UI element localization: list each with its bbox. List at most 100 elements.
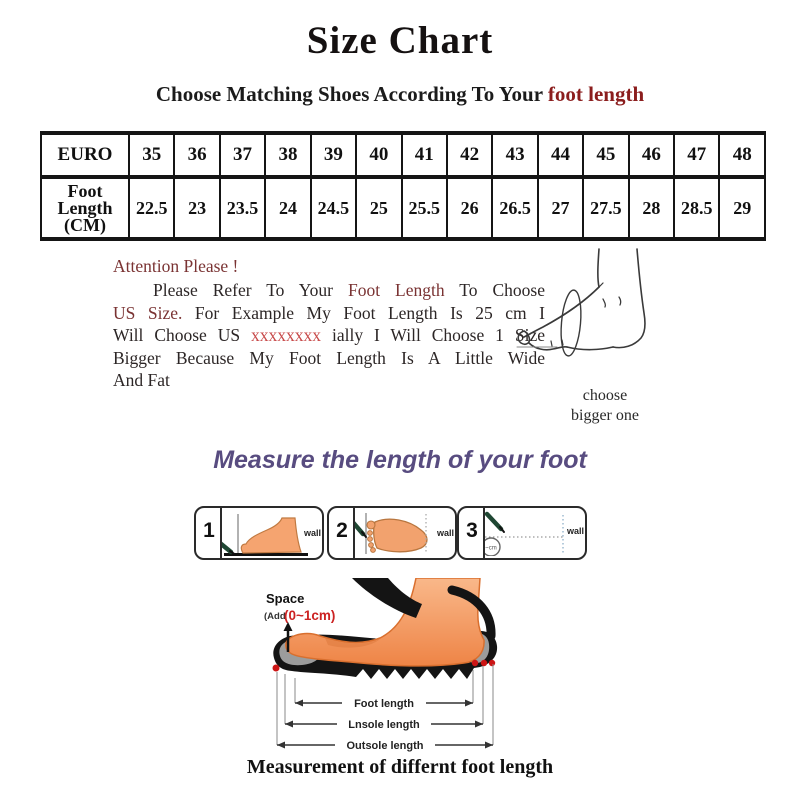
- toe: [367, 530, 373, 536]
- size-value-cell: 47: [673, 131, 721, 179]
- attention-line: Will Choose US xxxxxxxx ially I Will Cho…: [113, 324, 545, 346]
- size-value-cell: 23.5: [218, 175, 267, 241]
- page-title: Size Chart: [306, 19, 494, 62]
- size-value-cell: 29: [718, 175, 766, 241]
- step-number: 2: [336, 519, 348, 542]
- attention-paragraph: Please Refer To Your Foot Length To Choo…: [113, 279, 545, 391]
- subtitle-highlight: foot length: [547, 82, 645, 106]
- size-value-cell: 24: [264, 175, 312, 241]
- size-value-cell: 27: [536, 175, 585, 241]
- attention-line: Please Refer To Your Foot Length To Choo…: [113, 279, 545, 301]
- foot-girth-sketch: [516, 248, 646, 357]
- sketch-instep-line-2: [546, 282, 604, 326]
- sketch-big-toe: [517, 330, 531, 345]
- wall-label: wall: [303, 528, 321, 538]
- pencil: [222, 541, 234, 555]
- size-value-cell: 41: [400, 131, 448, 179]
- attention-text-segment: Bigger Because My Foot Length Is A Littl…: [113, 347, 545, 368]
- measure-step-panel-3: 3 ~cm wall: [457, 506, 587, 560]
- foot-shading: [325, 638, 380, 648]
- pencil: [355, 521, 366, 537]
- dimension-guide-lines: [276, 664, 494, 745]
- sketch-ankle-marks: [602, 296, 622, 308]
- sketch-caption-line2: bigger one: [571, 407, 639, 424]
- size-value-cell: 36: [173, 131, 221, 179]
- space-label: Space: [266, 591, 304, 606]
- size-value-cell: 38: [264, 131, 312, 179]
- subtitle-prefix: Choose Matching Shoes According To Your: [155, 82, 548, 106]
- length-callout-circle: [485, 537, 501, 556]
- size-value-cell: 39: [309, 131, 358, 179]
- toe-marker-dot: [272, 664, 280, 672]
- size-value-cell: 28: [627, 175, 676, 241]
- attention-line: Bigger Because My Foot Length Is A Littl…: [113, 347, 545, 369]
- size-value-cell: 25: [355, 175, 403, 241]
- attention-text-segment: And Fat: [113, 370, 170, 391]
- size-table: EURO 35 36 37 38 39 40 41 42 43 44 45 46 47 48 Foot L…: [40, 131, 766, 241]
- attention-text-segment: xxxxxxxx: [251, 325, 322, 346]
- size-value-cell: 28.5: [673, 175, 721, 241]
- panel-divider: [483, 508, 485, 558]
- sketch-sole-line: [566, 346, 614, 351]
- size-value-cell: 42: [445, 131, 494, 179]
- pencil-tip: [361, 531, 367, 538]
- step-number: 1: [203, 519, 215, 542]
- foot-measurement-diagram: Space (Add (0~1cm) Foot length Lnsole le…: [264, 578, 498, 752]
- size-value-cell: 37: [218, 131, 267, 179]
- front-strap: [352, 578, 422, 618]
- euro-header-cell: EURO: [40, 131, 130, 179]
- attention-text-segment: To Choose: [444, 280, 545, 301]
- attention-text-segment: Foot Length: [347, 280, 445, 301]
- toe: [367, 536, 373, 542]
- space-arrow-head: [283, 622, 293, 631]
- attention-text-segment: For Example My Foot Length Is 25 cm I: [182, 302, 546, 323]
- toe: [370, 547, 376, 553]
- size-value-cell: 35: [127, 131, 176, 179]
- measure-step-panel-2: 2 wall: [327, 506, 457, 560]
- attention-text-segment: ially I Will Choose 1 Size: [321, 325, 545, 346]
- attention-line: US Size. For Example My Foot Length Is 2…: [113, 302, 545, 324]
- attention-text-segment: US Size.: [113, 302, 183, 323]
- size-value-cell: 26.5: [491, 175, 539, 241]
- pencil-tip: [229, 550, 236, 556]
- sketch-shin-line: [597, 248, 600, 288]
- heel-marker-dot: [480, 659, 488, 667]
- subtitle: Choose Matching Shoes According To Your …: [0, 82, 800, 107]
- foot-sole-shape: [373, 518, 428, 553]
- step2-foot-top-illustration: [355, 513, 428, 554]
- heel-strap: [447, 585, 496, 641]
- step3-measure-illustration: ~cm: [485, 511, 564, 556]
- foot-length-label: Foot length: [354, 698, 414, 710]
- size-value-cell: 26: [445, 175, 494, 241]
- size-value-cell: 24.5: [309, 175, 358, 241]
- measure-heading: Measure the length of your foot: [213, 446, 587, 474]
- size-value-cell: 40: [355, 131, 403, 179]
- heel-marker-dot: [471, 659, 479, 667]
- foot-length-header-line: (CM): [64, 214, 106, 235]
- size-value-cell: 46: [627, 131, 676, 179]
- size-value-cell: 23: [173, 175, 221, 241]
- sketch-caption: choose bigger one: [540, 386, 670, 426]
- outsole-length-label: Outsole length: [347, 740, 424, 752]
- toe: [368, 542, 374, 548]
- add-label-value: (0~1cm): [284, 608, 335, 623]
- size-value-cell: 43: [491, 131, 539, 179]
- attention-block: Attention Please ! Please Refer To Your …: [113, 255, 545, 391]
- euro-size-row: EURO 35 36 37 38 39 40 41 42 43 44 45 46 47 48: [40, 131, 766, 179]
- panel-divider: [353, 508, 355, 558]
- size-value-cell: 44: [536, 131, 585, 179]
- dimension-arrowheads: [277, 699, 493, 749]
- sketch-back-leg-line: [612, 248, 646, 349]
- panel-divider: [220, 508, 222, 558]
- attention-line: And Fat: [113, 369, 545, 391]
- attention-heading: Attention Please !: [113, 256, 239, 276]
- measure-step-panel-1: 1 wall: [194, 506, 324, 560]
- length-callout-text: ~cm: [485, 546, 497, 552]
- insole-length-label: Lnsole length: [348, 719, 420, 731]
- size-value-cell: 22.5: [127, 175, 176, 241]
- size-value-cell: 27.5: [582, 175, 630, 241]
- foot-length-row: Foot Length (CM) 22.5 23 23.5 24 24.5 25 25.5 2…: [40, 175, 766, 241]
- foot-length-header-line: Length: [57, 197, 113, 218]
- foot-length-header-line: Foot: [67, 180, 103, 201]
- heel-marker-dot: [488, 659, 496, 667]
